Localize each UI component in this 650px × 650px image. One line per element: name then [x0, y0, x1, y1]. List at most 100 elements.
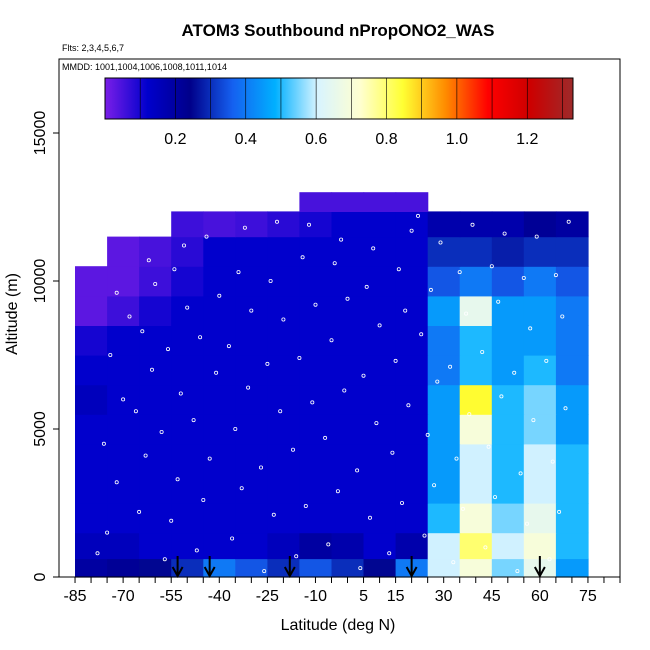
- heatmap-cell: [459, 211, 493, 238]
- sample-point: [143, 453, 148, 458]
- heatmap-cell: [555, 384, 589, 415]
- flight-arrow-head: [283, 566, 296, 579]
- sample-point: [419, 332, 424, 337]
- sample-point: [345, 296, 350, 301]
- x-tick-label: -40: [208, 588, 231, 605]
- sample-point: [393, 358, 398, 363]
- heatmap-cell: [299, 443, 333, 474]
- heatmap-cell: [555, 266, 589, 297]
- heatmap-cell: [459, 414, 493, 445]
- sample-point: [121, 397, 126, 402]
- heatmap-cell: [363, 532, 397, 560]
- sample-point: [489, 264, 494, 269]
- sample-point: [547, 557, 552, 562]
- sample-point: [521, 275, 526, 280]
- heatmap-cell: [331, 295, 365, 326]
- sample-point: [448, 364, 453, 369]
- sample-point: [236, 270, 241, 275]
- heatmap-cell: [235, 384, 268, 415]
- heatmap-cells: [75, 192, 589, 578]
- sample-point: [560, 314, 565, 319]
- heatmap-cell: [171, 414, 204, 445]
- heatmap-cell: [459, 236, 493, 267]
- heatmap-cell: [107, 325, 140, 356]
- heatmap-cell: [331, 473, 365, 504]
- sample-points: [95, 213, 571, 574]
- sample-point: [451, 560, 456, 565]
- sample-point: [428, 287, 433, 292]
- heatmap-cell: [171, 211, 204, 238]
- heatmap-cell: [267, 295, 301, 326]
- sample-point: [377, 323, 382, 328]
- y-tick-label: 0: [32, 572, 49, 581]
- heatmap-cell: [139, 325, 172, 356]
- sample-point: [329, 338, 334, 343]
- sample-point: [194, 548, 199, 553]
- heatmap-cell: [107, 443, 140, 474]
- heatmap-cell: [139, 503, 172, 534]
- x-tick-label: -85: [63, 588, 86, 605]
- heatmap-cell: [75, 355, 108, 386]
- heatmap-cell: [395, 325, 429, 356]
- sample-point: [149, 367, 154, 372]
- heatmap-cell: [267, 211, 301, 238]
- sample-point: [265, 361, 270, 366]
- heatmap-cell: [171, 503, 204, 534]
- x-tick-label: 30: [435, 588, 453, 605]
- sample-point: [396, 267, 401, 272]
- sample-point: [502, 231, 507, 236]
- heatmap-cell: [363, 503, 397, 534]
- heatmap-cell: [235, 266, 268, 297]
- sample-point: [415, 213, 420, 218]
- heatmap-cell: [523, 295, 557, 326]
- heatmap-cell: [363, 236, 397, 267]
- sample-point: [246, 385, 251, 390]
- heatmap-cell: [203, 532, 236, 560]
- heatmap-cell: [459, 473, 493, 504]
- sample-point: [230, 536, 235, 541]
- heatmap-cell: [267, 384, 301, 415]
- heatmap-cell: [75, 532, 108, 560]
- sample-point: [364, 284, 369, 289]
- heatmap-cell: [299, 266, 333, 297]
- heatmap-cell: [75, 414, 108, 445]
- heatmap-cell: [299, 532, 333, 560]
- heatmap-cell: [75, 558, 108, 578]
- sample-point: [361, 373, 366, 378]
- sample-point: [534, 234, 539, 239]
- heatmap-cell: [299, 473, 333, 504]
- sample-point: [217, 293, 222, 298]
- sample-point: [438, 240, 443, 245]
- heatmap-cell: [75, 443, 108, 474]
- heatmap-cell: [171, 473, 204, 504]
- sample-point: [204, 234, 209, 239]
- heatmap-cell: [363, 443, 397, 474]
- dates-label: MMDD: 1001,1004,1006,1008,1011,1014: [62, 62, 227, 72]
- heatmap-cell: [491, 266, 525, 297]
- heatmap-cell: [171, 236, 204, 267]
- sample-point: [172, 267, 177, 272]
- heatmap-cell: [523, 473, 557, 504]
- heatmap-cell: [107, 414, 140, 445]
- heatmap-cell: [395, 211, 429, 238]
- sample-point: [483, 545, 488, 550]
- flight-arrow-head: [405, 566, 418, 579]
- heatmap-cell: [491, 414, 525, 445]
- heatmap-cell: [203, 211, 236, 238]
- heatmap-cell: [363, 355, 397, 386]
- heatmap-cell: [107, 295, 140, 326]
- sample-point: [332, 261, 337, 266]
- sample-point: [544, 358, 549, 363]
- heatmap-cell: [299, 236, 333, 267]
- heatmap-cell: [267, 414, 301, 445]
- heatmap-cell: [331, 355, 365, 386]
- sample-point: [355, 468, 360, 473]
- heatmap-cell: [267, 266, 301, 297]
- heatmap-cell: [331, 532, 365, 560]
- heatmap-cell: [299, 503, 333, 534]
- heatmap-cell: [171, 266, 204, 297]
- heatmap-cell: [235, 443, 268, 474]
- sample-point: [486, 444, 491, 449]
- heatmap-cell: [555, 558, 589, 578]
